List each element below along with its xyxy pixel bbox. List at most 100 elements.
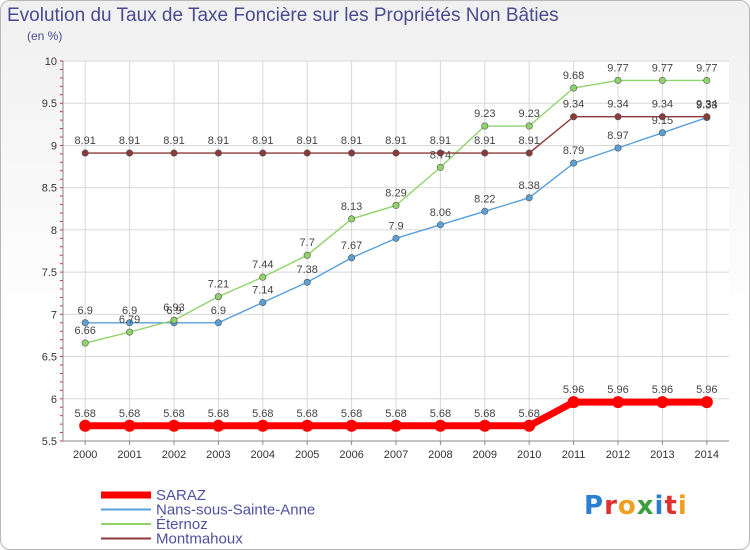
data-point [212, 419, 225, 432]
data-point [170, 316, 178, 324]
data-point [81, 339, 89, 347]
x-tick-label: 2013 [650, 449, 674, 461]
data-label: 9.23 [474, 108, 495, 120]
x-tick-label: 2010 [517, 449, 541, 461]
data-label: 5.96 [563, 384, 584, 396]
data-label: 6.93 [163, 302, 184, 314]
x-tick-label: 2003 [206, 449, 230, 461]
data-point [79, 419, 92, 432]
data-label: 8.91 [430, 135, 451, 147]
data-label: 8.22 [474, 193, 495, 205]
y-tick-label: 9.5 [42, 98, 57, 110]
data-label: 6.79 [119, 314, 140, 326]
x-tick-label: 2014 [695, 449, 719, 461]
data-point [301, 419, 314, 432]
data-label: 5.68 [430, 408, 451, 420]
data-point [478, 419, 491, 432]
y-tick-label: 8.5 [42, 183, 57, 195]
data-label: 9.77 [607, 62, 628, 74]
chart-title: Evolution du Taux de Taxe Foncière sur l… [7, 5, 559, 26]
data-label: 8.91 [74, 135, 95, 147]
data-label: 8.79 [563, 145, 584, 157]
data-label: 8.06 [430, 207, 451, 219]
data-label: 7.21 [208, 279, 229, 291]
data-point [481, 149, 489, 157]
x-tick-label: 2002 [162, 449, 186, 461]
logo-letter: t [664, 491, 678, 521]
data-label: 6.66 [74, 325, 95, 337]
data-point [703, 113, 711, 121]
data-label: 9.68 [563, 70, 584, 82]
x-tick-label: 2008 [428, 449, 452, 461]
x-tick-label: 2012 [606, 449, 630, 461]
data-point [170, 149, 178, 157]
data-point [214, 149, 222, 157]
y-tick-label: 5.5 [42, 436, 57, 448]
data-point [303, 278, 311, 286]
data-point [259, 273, 267, 281]
data-label: 5.96 [652, 384, 673, 396]
x-tick-label: 2009 [473, 449, 497, 461]
data-point [703, 76, 711, 84]
data-point [214, 319, 222, 327]
data-point [656, 396, 669, 409]
data-point [303, 251, 311, 259]
data-label: 7.14 [252, 285, 273, 297]
x-tick-label: 2011 [562, 449, 586, 461]
data-point [392, 149, 400, 157]
data-point [567, 396, 580, 409]
data-point [700, 396, 713, 409]
data-point [81, 149, 89, 157]
data-label: 5.68 [252, 408, 273, 420]
data-label: 8.91 [341, 135, 362, 147]
data-label: 8.91 [163, 135, 184, 147]
data-point [525, 194, 533, 202]
data-label: 8.91 [252, 135, 273, 147]
data-point [570, 84, 578, 92]
data-point [392, 201, 400, 209]
data-label: 5.68 [296, 408, 317, 420]
data-label: 5.68 [518, 408, 539, 420]
data-label: 5.68 [119, 408, 140, 420]
data-point [392, 234, 400, 242]
logo-letter: i [654, 491, 665, 521]
data-label: 5.68 [208, 408, 229, 420]
logo-letter: i [677, 491, 688, 521]
data-label: 5.68 [385, 408, 406, 420]
data-label: 9.77 [696, 62, 717, 74]
data-point [525, 149, 533, 157]
data-label: 8.91 [296, 135, 317, 147]
data-label: 8.29 [385, 187, 406, 199]
data-label: 6.9 [211, 305, 226, 317]
data-point [81, 319, 89, 327]
data-label: 5.68 [474, 408, 495, 420]
logo-letter: r [604, 491, 618, 521]
data-point [658, 113, 666, 121]
legend-label: SARAZ [156, 487, 206, 504]
data-label: 8.97 [607, 130, 628, 142]
proxiti-logo: Proxiti [584, 491, 688, 521]
y-tick-label: 7 [51, 309, 57, 321]
y-tick-label: 9 [51, 140, 57, 152]
data-label: 7.67 [341, 240, 362, 252]
data-label: 9.23 [518, 108, 539, 120]
data-label: 8.91 [518, 135, 539, 147]
data-point [126, 149, 134, 157]
data-point [348, 149, 356, 157]
logo-letter: P [584, 491, 605, 521]
x-tick-label: 2004 [251, 449, 275, 461]
data-point [436, 221, 444, 229]
data-label: 9.15 [652, 115, 673, 127]
legend-label: Éternoz [156, 516, 208, 533]
data-label: 8.13 [341, 201, 362, 213]
data-label: 6.9 [166, 305, 181, 317]
data-label: 8.91 [474, 135, 495, 147]
y-tick-label: 10 [45, 56, 57, 68]
data-label: 5.68 [74, 408, 95, 420]
x-tick-label: 2005 [295, 449, 319, 461]
data-point [126, 328, 134, 336]
data-point [345, 419, 358, 432]
legend-label: Nans-sous-Sainte-Anne [156, 502, 315, 519]
unit-label: (en %) [27, 29, 63, 43]
